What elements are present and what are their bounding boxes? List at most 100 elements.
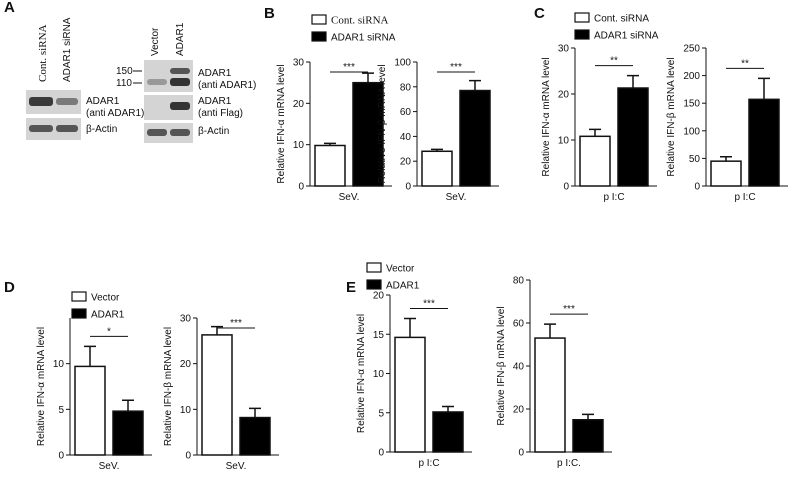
- y-tick-label: 10: [180, 405, 192, 416]
- bar: [572, 419, 604, 453]
- x-tick-label: p I:C: [418, 458, 439, 469]
- y-axis-label: Relative IFN-β mRNA level: [666, 57, 677, 176]
- x-tick-label: p I:C: [603, 192, 624, 203]
- y-tick-label: 10: [53, 359, 65, 370]
- legend-swatch: [574, 12, 590, 23]
- y-tick-label: 250: [683, 44, 700, 55]
- x-tick-label: p I:C.: [557, 458, 581, 469]
- y-tick-label: 5: [58, 405, 64, 416]
- legend-swatch: [71, 308, 87, 319]
- y-tick-label: 0: [185, 451, 191, 462]
- y-tick-label: 0: [405, 182, 411, 193]
- bar: [710, 160, 742, 187]
- significance-label: ***: [343, 62, 355, 73]
- error-bar: [627, 74, 639, 89]
- y-tick-label: 15: [373, 330, 385, 341]
- legend-label: ADAR1: [386, 281, 420, 292]
- x-tick-label: SeV.: [339, 192, 360, 203]
- significance-label: ***: [563, 304, 575, 315]
- panel-label: E: [346, 279, 356, 296]
- blot-band: [170, 102, 190, 110]
- legend-swatch: [71, 291, 87, 302]
- bar: [201, 334, 233, 456]
- y-tick-label: 100: [394, 58, 411, 69]
- row-label: ADAR1: [198, 96, 232, 107]
- y-axis-label: Relative IFN-α mRNA level: [36, 327, 47, 446]
- bar: [421, 150, 453, 187]
- y-tick-label: 20: [293, 99, 305, 110]
- bar: [112, 410, 144, 456]
- y-tick-label: 0: [518, 448, 524, 459]
- y-tick-label: 20: [180, 359, 192, 370]
- bar: [432, 411, 464, 453]
- blot-band: [147, 79, 167, 85]
- legend-label: Cont. siRNA: [331, 15, 389, 27]
- error-bar: [362, 72, 374, 83]
- error-bar: [589, 128, 601, 137]
- marker-label: 150: [116, 66, 133, 77]
- blot-band: [29, 97, 53, 106]
- legend-swatch: [311, 14, 327, 25]
- error-bar: [544, 323, 556, 339]
- blot-band: [170, 129, 190, 136]
- bar: [352, 81, 384, 187]
- x-tick-label: SeV.: [446, 192, 467, 203]
- bar: [748, 98, 780, 187]
- panel-label: A: [4, 0, 15, 16]
- significance-label: *: [107, 326, 111, 337]
- y-tick-label: 50: [689, 154, 701, 165]
- legend-swatch: [574, 29, 590, 40]
- x-tick-label: p I:C: [734, 192, 755, 203]
- y-tick-label: 60: [513, 319, 525, 330]
- bar: [74, 365, 106, 456]
- y-tick-label: 40: [513, 362, 525, 373]
- y-tick-label: 20: [513, 405, 525, 416]
- x-tick-label: SeV.: [99, 461, 120, 472]
- bar: [239, 416, 271, 456]
- y-tick-label: 10: [373, 369, 385, 380]
- lane-label: Cont. siRNA: [37, 24, 49, 82]
- blot-row: [144, 60, 193, 92]
- panel-label: D: [4, 279, 15, 296]
- x-tick-label: SeV.: [226, 461, 247, 472]
- y-tick-label: 20: [400, 157, 412, 168]
- y-tick-label: 0: [563, 182, 569, 193]
- significance-label: ***: [450, 62, 462, 73]
- blot-band: [170, 68, 190, 74]
- panel-label: B: [264, 5, 275, 22]
- y-axis-label: Relative IFN-α mRNA level: [541, 57, 552, 176]
- legend-label: ADAR1: [91, 310, 125, 321]
- blot-band: [56, 98, 78, 105]
- blot-band: [147, 129, 167, 136]
- error-bar: [404, 317, 416, 338]
- row-label: ADAR1: [198, 68, 232, 79]
- y-tick-label: 30: [558, 44, 570, 55]
- lane-label: ADAR1 siRNA: [62, 17, 73, 82]
- y-tick-label: 60: [400, 107, 412, 118]
- y-tick-label: 20: [373, 291, 385, 302]
- blot-row: [26, 118, 81, 140]
- legend-label: Vector: [91, 293, 120, 304]
- y-tick-label: 0: [378, 448, 384, 459]
- y-tick-label: 80: [400, 82, 412, 93]
- significance-label: **: [741, 58, 749, 69]
- error-bar: [249, 407, 261, 418]
- legend-label: Vector: [386, 264, 415, 275]
- legend-swatch: [366, 279, 382, 290]
- y-tick-label: 30: [293, 58, 305, 69]
- bar: [579, 135, 611, 187]
- y-tick-label: 30: [180, 314, 192, 325]
- error-bar: [84, 345, 96, 367]
- blot-row: [144, 123, 193, 143]
- legend-label: Cont. siRNA: [594, 14, 649, 25]
- error-bar: [469, 79, 481, 91]
- legend-swatch: [311, 31, 327, 42]
- row-label: β-Actin: [86, 124, 117, 135]
- significance-label: ***: [423, 299, 435, 310]
- y-tick-label: 0: [58, 451, 64, 462]
- significance-label: **: [610, 56, 618, 67]
- y-tick-label: 10: [558, 136, 570, 147]
- row-label: ADAR1: [86, 96, 120, 107]
- blot-band: [29, 125, 53, 132]
